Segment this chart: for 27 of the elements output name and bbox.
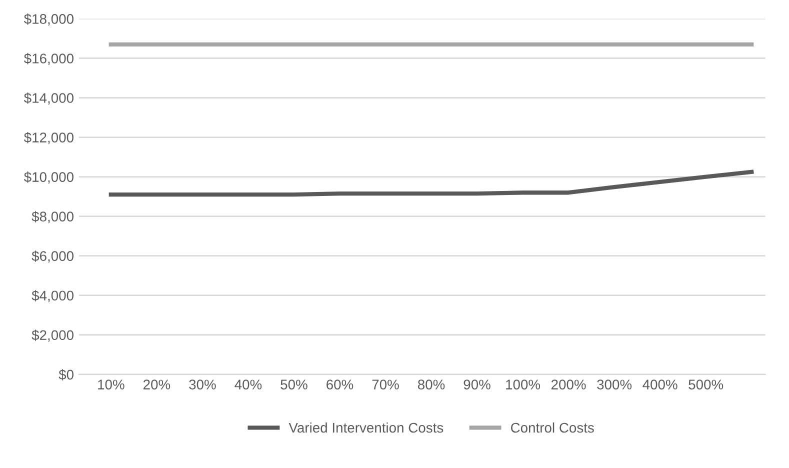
x-tick-label: 70%: [372, 380, 399, 390]
x-tick-label: 60%: [326, 380, 354, 390]
x-tick-label: 20%: [143, 380, 170, 390]
x-tick-label: 90%: [464, 380, 490, 390]
legend-label: Control Costs: [510, 422, 594, 433]
x-tick-label: 400%: [642, 380, 678, 390]
x-tick-label: 80%: [418, 380, 445, 390]
y-tick-label: $16,000: [24, 52, 74, 66]
y-tick-label: $8,000: [32, 211, 74, 224]
legend-label: Varied Intervention Costs: [288, 422, 444, 433]
y-tick-label: $6,000: [32, 250, 74, 263]
x-tick-label: 30%: [189, 380, 216, 390]
x-tick-label: 200%: [551, 380, 586, 390]
y-tick-label: $2,000: [32, 330, 74, 342]
x-tick-label: 500%: [688, 380, 724, 390]
y-tick-label: $18,000: [24, 13, 74, 26]
x-tick-label: 100%: [506, 380, 540, 390]
x-tick-label: 300%: [597, 380, 632, 390]
y-tick-label: $0: [58, 369, 74, 380]
y-tick-label: $14,000: [24, 92, 74, 105]
y-tick-label: $10,000: [24, 172, 74, 184]
x-tick-label: 50%: [280, 380, 308, 390]
x-tick-label: 10%: [98, 380, 124, 390]
x-tick-label: 40%: [234, 380, 262, 390]
line-series: [108, 170, 754, 197]
y-tick-label: $12,000: [24, 132, 74, 144]
y-tick-label: $4,000: [32, 290, 74, 302]
